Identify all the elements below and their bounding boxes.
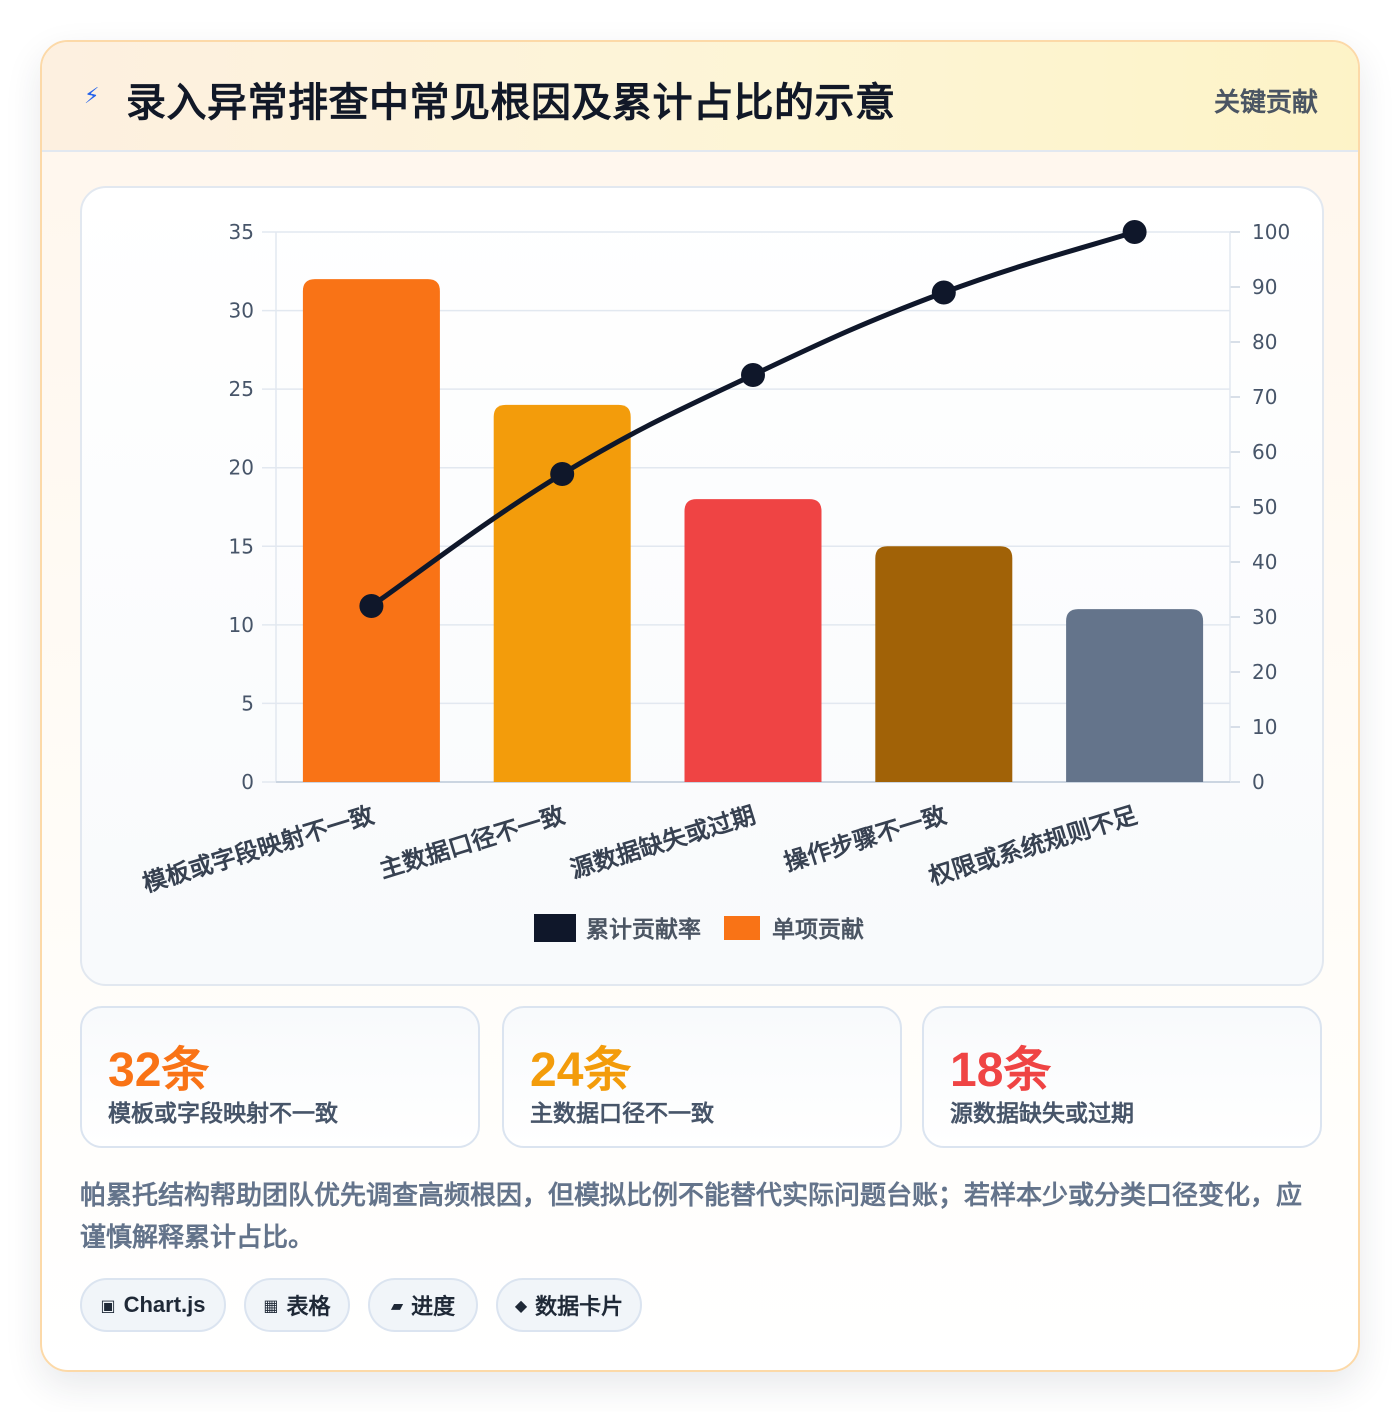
card-icon: ◆: [514, 1295, 528, 1315]
x-tick-label: 主数据口径不一致: [376, 801, 569, 884]
tag-label: 进度: [411, 1294, 456, 1319]
bar-5: [1066, 609, 1204, 782]
stat-label: 主数据口径不一致: [530, 1100, 714, 1126]
x-tick-label: 模板或字段映射不一致: [139, 801, 378, 898]
legend-swatch-single: [724, 916, 760, 940]
y-right-tick-label: 40: [1252, 550, 1277, 574]
stat-card-1: 32条 模板或字段映射不一致: [80, 1006, 480, 1148]
y-right-tick-label: 10: [1252, 715, 1277, 739]
x-tick-label: 权限或系统规则不足: [925, 801, 1141, 891]
chart-panel: 0 5 10 15 20 25 30 35 0 10 20 30 40 50 60 70 80 90 100 模板或字…: [80, 186, 1324, 986]
y-left-tick-label: 35: [229, 220, 254, 244]
y-right-tick-label: 80: [1252, 330, 1277, 354]
cumulative-point-1: [359, 594, 384, 618]
cumulative-point-4: [931, 280, 956, 305]
chart-card: ⚡ 录入异常排查中常见根因及累计占比的示意 关键贡献 0 5 10 15 20 25 30 3…: [40, 40, 1360, 1372]
cumulative-point-5: [1122, 220, 1147, 244]
stat-label: 源数据缺失或过期: [950, 1100, 1134, 1126]
y-right-tick-label: 90: [1252, 275, 1277, 299]
stat-value: 24条: [530, 1044, 632, 1097]
tag-progress[interactable]: ▰ 进度: [368, 1278, 478, 1332]
y-left-tick-label: 30: [229, 299, 254, 323]
lightning-icon: ⚡: [84, 84, 100, 109]
stat-card-2: 24条 主数据口径不一致: [502, 1006, 902, 1148]
pareto-chart: 0 5 10 15 20 25 30 35 0 10 20 30 40 50 60 70 80 90 100 模板或字…: [139, 220, 1290, 943]
footnote-text: 帕累托结构帮助团队优先调查高频根因，但模拟比例不能替代实际问题台账；若样本少或分…: [80, 1180, 1303, 1252]
stat-label: 模板或字段映射不一致: [108, 1100, 338, 1126]
legend-swatch-cumulative: [534, 914, 576, 942]
tag-label: 数据卡片: [535, 1294, 624, 1319]
stat-card-3: 18条 源数据缺失或过期: [922, 1006, 1322, 1148]
tag-data-card[interactable]: ◆ 数据卡片: [496, 1278, 642, 1332]
card-header: ⚡ 录入异常排查中常见根因及累计占比的示意 关键贡献: [42, 42, 1358, 152]
legend-label-cumulative: 累计贡献率: [586, 916, 701, 943]
cumulative-point-3: [741, 363, 765, 387]
bar-3: [684, 499, 822, 782]
y-right-tick-label: 0: [1252, 770, 1265, 794]
tag-chartjs[interactable]: ▣ Chart.js: [80, 1278, 226, 1332]
y-left-tick-label: 0: [241, 770, 254, 794]
y-left-tick-label: 25: [229, 377, 254, 401]
y-left-tick-label: 15: [229, 534, 254, 558]
y-left-tick-label: 10: [229, 613, 254, 637]
y-right-tick-label: 50: [1252, 495, 1277, 519]
cumulative-point-2: [550, 462, 575, 486]
header-badge: 关键贡献: [1213, 87, 1318, 117]
y-left-tick-label: 20: [229, 456, 254, 480]
progress-icon: ▰: [390, 1295, 404, 1315]
y-left-tick-label: 5: [241, 691, 254, 715]
y-right-tick-label: 30: [1252, 605, 1277, 629]
tag-table[interactable]: ▦ 表格: [244, 1278, 350, 1332]
legend-label-single: 单项贡献: [772, 917, 864, 943]
table-icon: ▦: [263, 1295, 279, 1315]
x-tick-label: 源数据缺失或过期: [567, 801, 759, 884]
bar-1: [302, 279, 440, 782]
y-right-tick-label: 20: [1252, 660, 1277, 684]
stat-value: 32条: [108, 1044, 210, 1097]
bar-2: [493, 404, 631, 782]
tag-label: Chart.js: [123, 1292, 206, 1317]
tag-label: 表格: [286, 1294, 331, 1319]
card-title: 录入异常排查中常见根因及累计占比的示意: [126, 81, 896, 125]
y-right-tick-label: 60: [1252, 440, 1277, 464]
y-right-tick-label: 70: [1252, 385, 1277, 409]
y-right-tick-label: 100: [1252, 220, 1290, 244]
chart-icon: ▣: [100, 1295, 116, 1315]
stat-value: 18条: [950, 1044, 1052, 1097]
bar-4: [875, 546, 1013, 782]
